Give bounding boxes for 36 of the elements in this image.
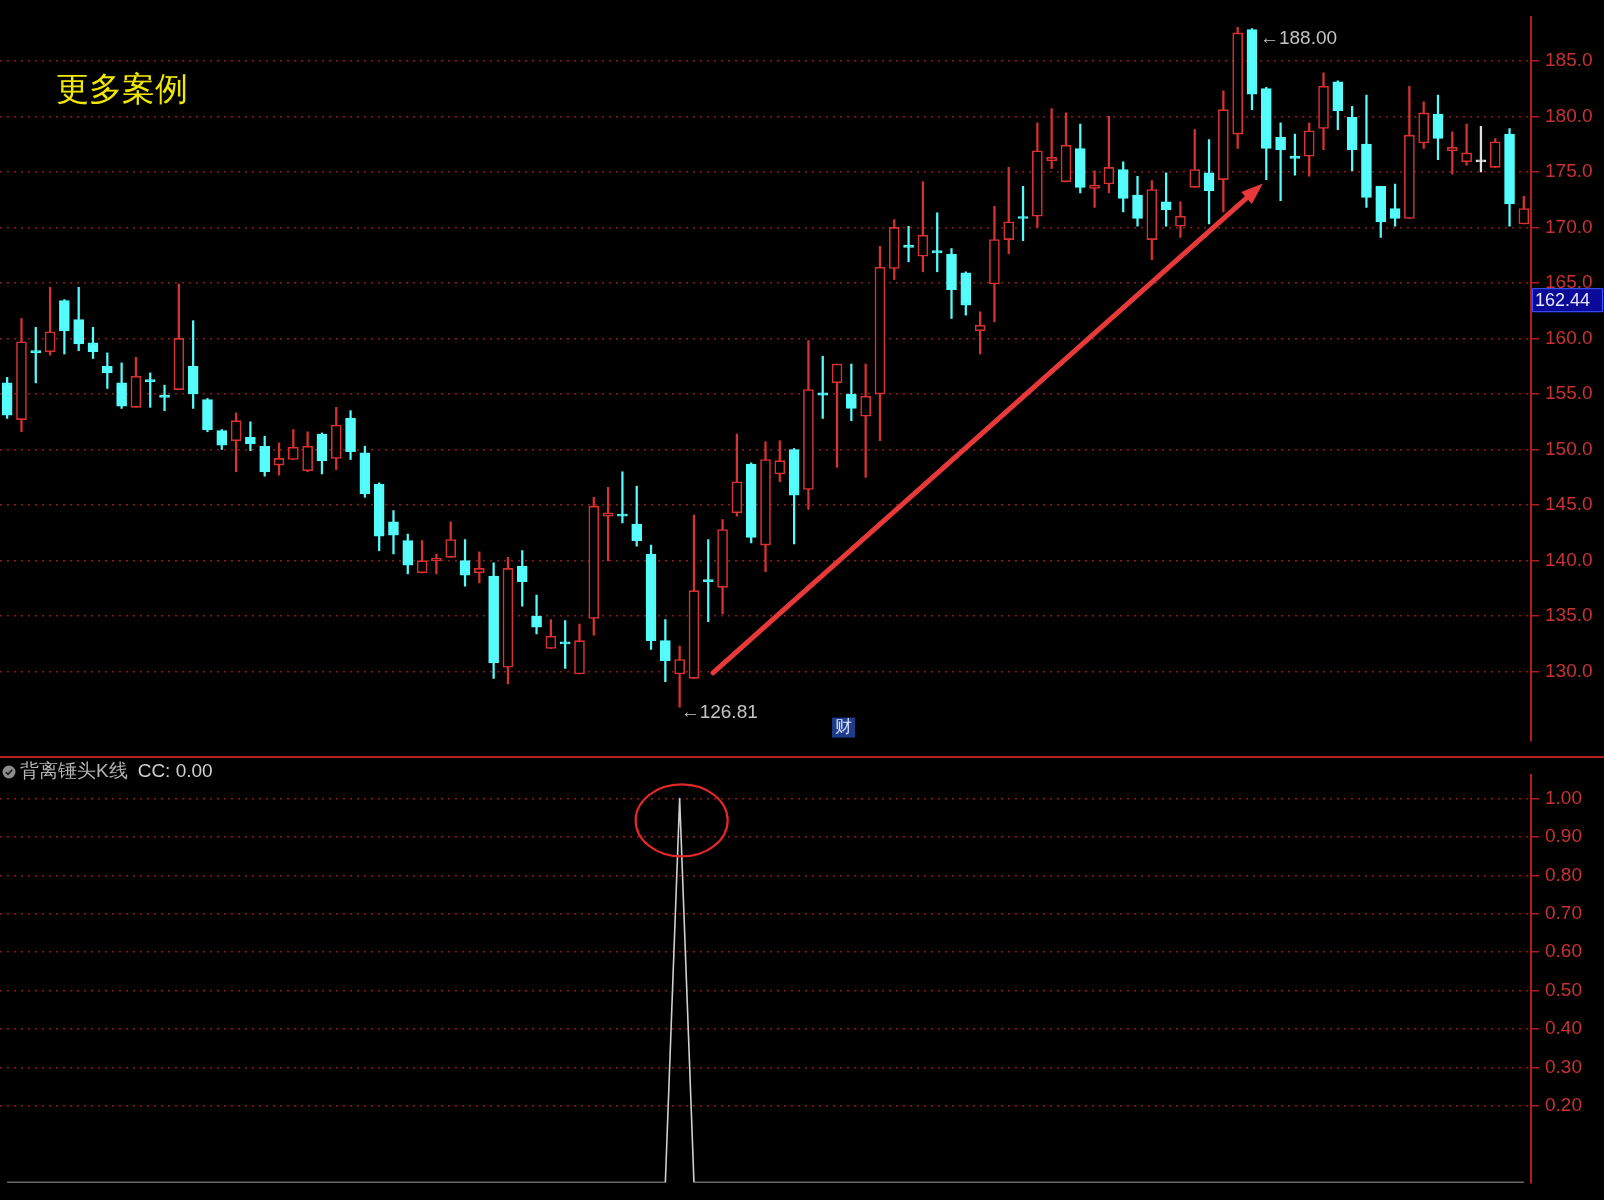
candlestick [1089,170,1100,208]
y-tick-label: 0.40 [1545,1017,1582,1039]
y-tick-label: 140.0 [1545,548,1593,570]
candlestick [903,225,914,263]
y-tick-label: 130.0 [1545,659,1593,681]
y-tick-label: 175.0 [1545,160,1593,182]
text: 162.44 [1535,290,1591,311]
y-tick-label: 180.0 [1545,104,1593,126]
y-tick-label: 0.70 [1545,901,1582,923]
y-tick-label: 150.0 [1545,437,1593,459]
annotation: 财 [835,717,853,737]
y-tick-label: 0.50 [1545,978,1582,1000]
y-tick-label: 0.60 [1545,940,1582,962]
y-tick-label: 170.0 [1545,215,1593,237]
candlestick [245,421,256,451]
y-tick-label: 165.0 [1545,271,1593,293]
y-tick-label: 145.0 [1545,493,1593,515]
y-tick-label: 185.0 [1545,48,1593,70]
y-tick-label: 135.0 [1545,604,1593,626]
y-tick-label: 160.0 [1545,326,1593,348]
text: CC: 0.00 [137,760,213,782]
chart-title: 背离锤头K线 [20,760,128,782]
candlestick [388,510,399,555]
candlestick [159,384,170,411]
y-tick-label: 1.00 [1545,786,1582,808]
y-tick-label: 0.80 [1545,863,1582,885]
annotation: ←126.81 [680,701,758,723]
y-tick-label: 0.30 [1545,1055,1582,1077]
y-tick-label: 0.20 [1545,1094,1582,1115]
candlestick [1461,123,1472,166]
candlestick [531,594,542,635]
y-tick-label: 0.90 [1545,825,1582,847]
annotation: 更多案例 [56,70,188,108]
annotation: ←188.00 [1259,26,1338,48]
candlestick [431,553,442,575]
y-tick-label: 155.0 [1545,382,1593,404]
